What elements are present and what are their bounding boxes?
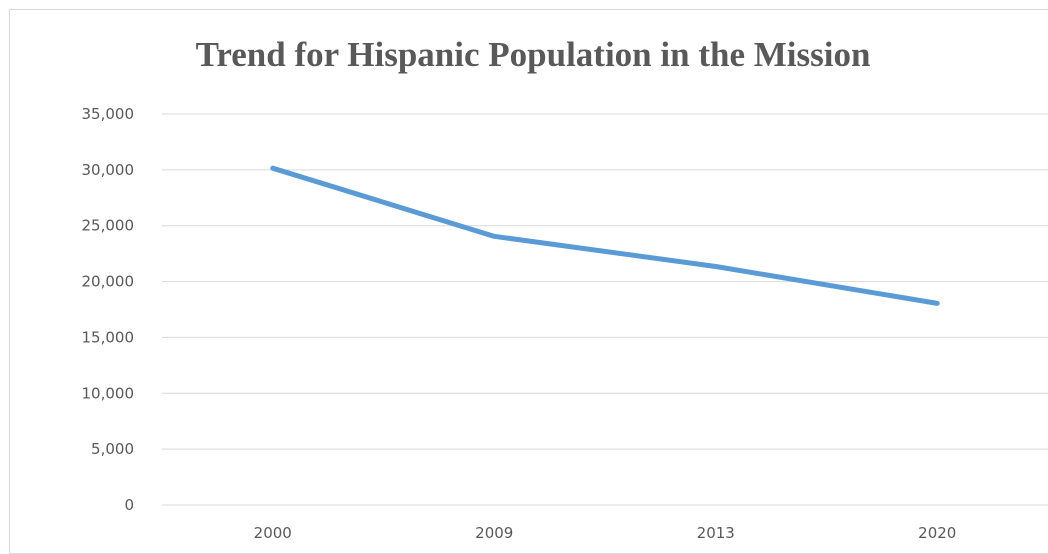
y-axis-tick-labels: 0 5,000 10,000 15,000 20,000 25,000 30,000 35,0… [82,105,135,514]
x-tick-label: 2020 [918,524,956,542]
y-tick-label: 30,000 [82,161,135,179]
chart-title: Trend for Hispanic Population in the Mis… [196,35,871,74]
y-tick-label: 20,000 [82,273,135,291]
series-lines [270,165,940,306]
x-tick-label: 2000 [254,524,292,542]
y-tick-label: 25,000 [82,217,135,235]
y-tick-label: 5,000 [91,440,134,458]
x-tick-label: 2009 [475,524,513,542]
gridlines [162,113,1048,506]
x-axis-tick-labels: 2000 2009 2013 2020 [254,524,957,542]
series-line [270,165,940,306]
y-tick-label: 15,000 [82,328,135,346]
y-tick-label: 10,000 [82,384,135,402]
x-tick-label: 2013 [697,524,735,542]
y-tick-label: 35,000 [82,105,135,123]
y-tick-label: 0 [124,496,134,514]
